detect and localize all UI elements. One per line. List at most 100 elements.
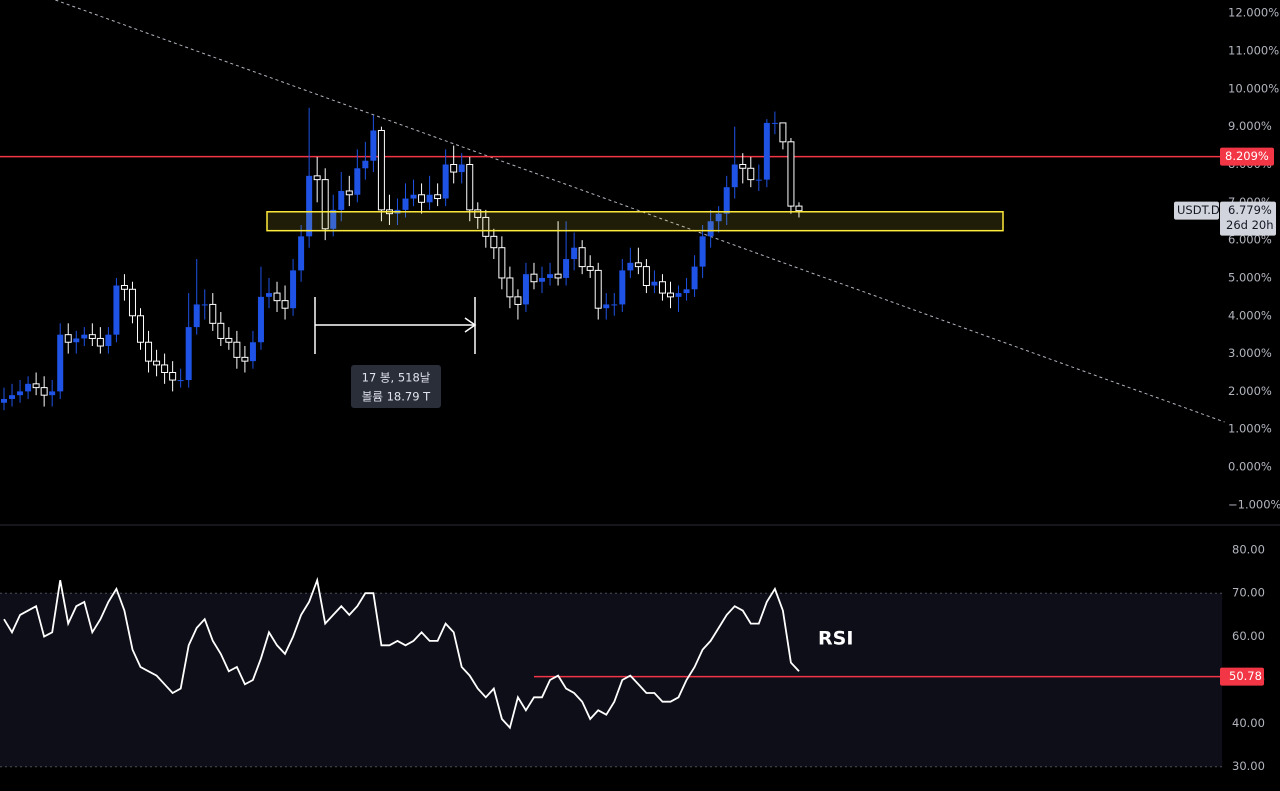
- candle-body: [169, 371, 177, 381]
- candle-body: [306, 175, 313, 237]
- candle-body: [96, 337, 104, 347]
- candle-body: [201, 304, 208, 306]
- candle-body: [345, 190, 353, 196]
- candle-body: [707, 221, 714, 237]
- candle-body: [434, 194, 442, 200]
- countdown-label: 26d 20h: [1226, 218, 1274, 232]
- candle-body: [586, 266, 594, 271]
- y-tick-label: 0.000%: [1228, 460, 1272, 474]
- candle-body: [530, 273, 538, 283]
- candle-body: [514, 296, 522, 305]
- y-tick-label: 40.00: [1232, 716, 1265, 730]
- y-tick-label: 11.000%: [1228, 44, 1279, 58]
- candle-body: [9, 395, 16, 399]
- y-tick-label: 2.000%: [1228, 384, 1272, 398]
- candle-body: [81, 334, 88, 339]
- candle-body: [723, 187, 730, 214]
- candle-body: [370, 130, 377, 161]
- candle-body: [321, 179, 329, 230]
- candle-body: [137, 315, 145, 343]
- y-tick-label: 9.000%: [1228, 119, 1272, 133]
- candle-body: [64, 334, 72, 343]
- candle-body: [611, 304, 618, 306]
- candle-body: [362, 160, 369, 169]
- candle-body: [298, 236, 305, 271]
- level-tag: [1220, 667, 1264, 686]
- candle-body: [402, 198, 409, 210]
- candle-body: [594, 269, 602, 309]
- candle-body: [675, 293, 682, 297]
- measure-label: 17 봉, 518날: [362, 371, 431, 385]
- candle-body: [113, 285, 120, 335]
- candle-body: [763, 122, 770, 180]
- symbol-tag-label: USDT.D: [1177, 203, 1220, 217]
- y-tick-label: 3.000%: [1228, 346, 1272, 360]
- candle-body: [105, 334, 112, 347]
- last-value-tag: [1220, 201, 1276, 236]
- y-tick-label: 30.00: [1232, 759, 1265, 773]
- candle-body: [755, 179, 762, 181]
- y-tick-label: 1.000%: [1228, 422, 1272, 436]
- candle-body: [683, 289, 690, 294]
- candle-body: [73, 338, 80, 343]
- candle-body: [49, 391, 56, 396]
- last-value-label: 6.779%: [1228, 203, 1272, 217]
- candle-body: [547, 274, 554, 278]
- candle-body: [257, 296, 264, 343]
- candle-body: [747, 167, 755, 181]
- measure-box: [351, 365, 441, 408]
- candle-body: [771, 122, 778, 124]
- y-tick-label: 80.00: [1232, 542, 1265, 556]
- y-tick-label: 70.00: [1232, 586, 1265, 600]
- trendline: [55, 0, 1225, 423]
- candle-body: [128, 288, 136, 317]
- candle-body: [715, 213, 722, 222]
- candle-body: [642, 266, 650, 287]
- candle-body: [153, 360, 161, 366]
- candle-body: [217, 322, 225, 339]
- candle-body: [554, 273, 562, 279]
- y-tick-label: 10.000%: [1228, 81, 1279, 95]
- y-tick-label: 5.000%: [1228, 270, 1272, 284]
- candle-body: [739, 164, 747, 169]
- candle-body: [120, 285, 128, 290]
- candle-body: [249, 342, 256, 362]
- candle-body: [290, 270, 297, 309]
- candle-body: [330, 209, 337, 229]
- candle-body: [474, 209, 482, 218]
- candle-body: [281, 300, 289, 309]
- candle-body: [627, 262, 634, 271]
- candle-body: [410, 194, 417, 199]
- candle-body: [458, 164, 465, 173]
- candle-body: [57, 334, 64, 392]
- candle-body: [32, 383, 40, 389]
- candle-body: [795, 205, 803, 212]
- level-tag: [1220, 147, 1274, 166]
- y-tick-label: 4.000%: [1228, 308, 1272, 322]
- candle-body: [619, 270, 626, 305]
- measure-arrow: [464, 317, 477, 333]
- candle-body: [442, 164, 449, 199]
- candle-body: [466, 164, 474, 211]
- candle-body: [17, 391, 24, 396]
- candle-body: [354, 168, 361, 195]
- candle-body: [426, 194, 433, 203]
- candle-body: [40, 387, 48, 396]
- candle-body: [498, 247, 506, 279]
- candle-body: [193, 304, 200, 328]
- candle-body: [145, 341, 153, 362]
- candle-body: [25, 383, 32, 392]
- candle-body: [482, 216, 490, 237]
- candle-body: [265, 293, 272, 297]
- candle-body: [731, 164, 738, 188]
- zone: [266, 211, 1004, 232]
- rsi-line: [3, 576, 800, 730]
- candle-body: [651, 281, 658, 286]
- candle-body: [273, 292, 281, 302]
- y-tick-label: −1.000%: [1228, 497, 1280, 511]
- candle-body: [490, 235, 498, 249]
- level-tag-label: 50.78: [1229, 669, 1262, 683]
- candle-body: [1, 398, 7, 403]
- level-tag-label: 8.209%: [1225, 149, 1269, 163]
